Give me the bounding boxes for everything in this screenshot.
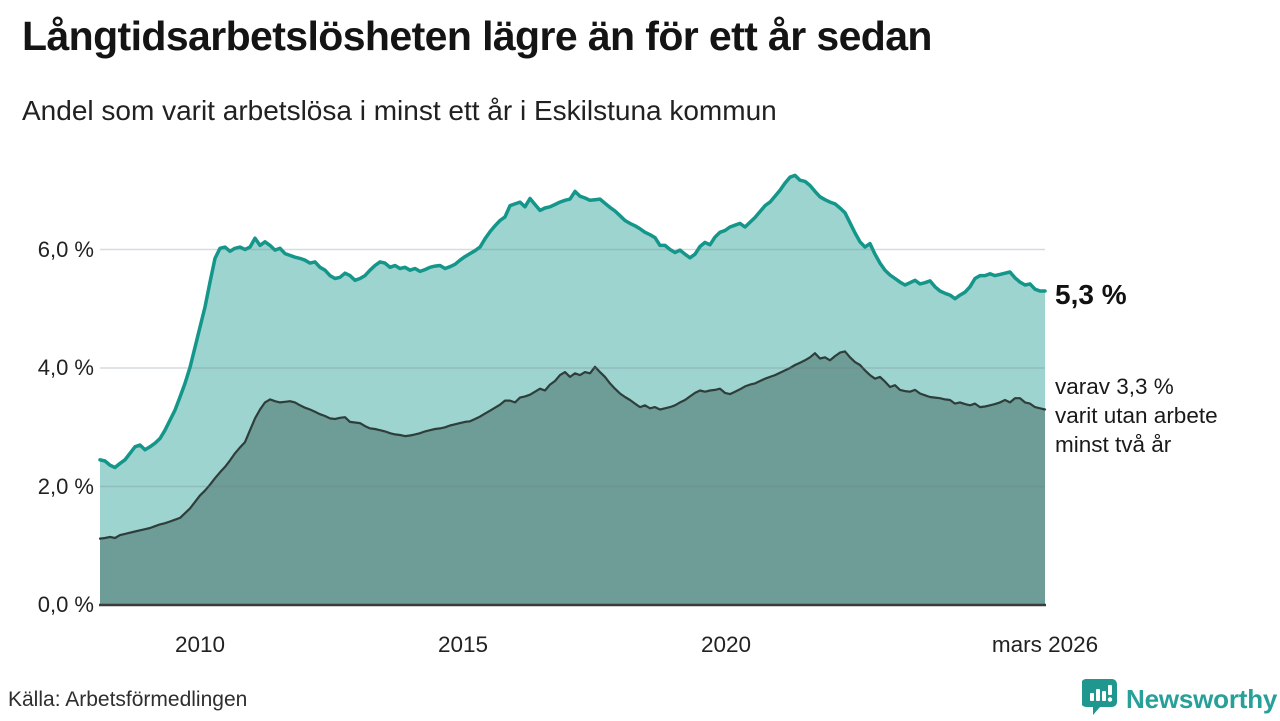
- x-tick-label: 2020: [700, 632, 752, 657]
- newsworthy-wordmark: Newsworthy: [1126, 683, 1278, 714]
- y-tick-label: 2,0 %: [37, 473, 94, 499]
- x-tick-label: mars 2026: [991, 632, 1099, 657]
- y-tick-label: 0,0 %: [37, 592, 94, 617]
- series-line-arbetslosa-minst-ett-ar: [98, 173, 1047, 470]
- series-line-arbetslosa-minst-tva-ar: [98, 350, 1047, 540]
- latest-value-label: 5,3 %: [1055, 279, 1127, 310]
- source-note: Källa: Arbetsförmedlingen: [8, 688, 248, 711]
- chart-title: Långtidsarbetslösheten lägre än för ett …: [22, 13, 932, 59]
- secondary-series-annotation: varav 3,3 % varit utan arbete minst två …: [1055, 372, 1218, 459]
- annotation-line-1: varav 3,3 %: [1055, 374, 1174, 399]
- newsworthy-logo: Newsworthy: [1081, 678, 1278, 721]
- y-tick-label: 4,0 %: [37, 355, 94, 380]
- y-tick-label: 6,0 %: [37, 236, 94, 262]
- chart-subtitle: Andel som varit arbetslösa i minst ett å…: [22, 95, 777, 126]
- series-area-arbetslosa-minst-tva-ar: [100, 351, 1045, 605]
- x-tick-label: 2015: [437, 632, 489, 657]
- newsworthy-icon: [1081, 678, 1118, 721]
- x-tick-label: 2010: [174, 632, 226, 657]
- annotation-line-3: minst två år: [1055, 432, 1172, 457]
- annotation-line-2: varit utan arbete: [1055, 403, 1218, 428]
